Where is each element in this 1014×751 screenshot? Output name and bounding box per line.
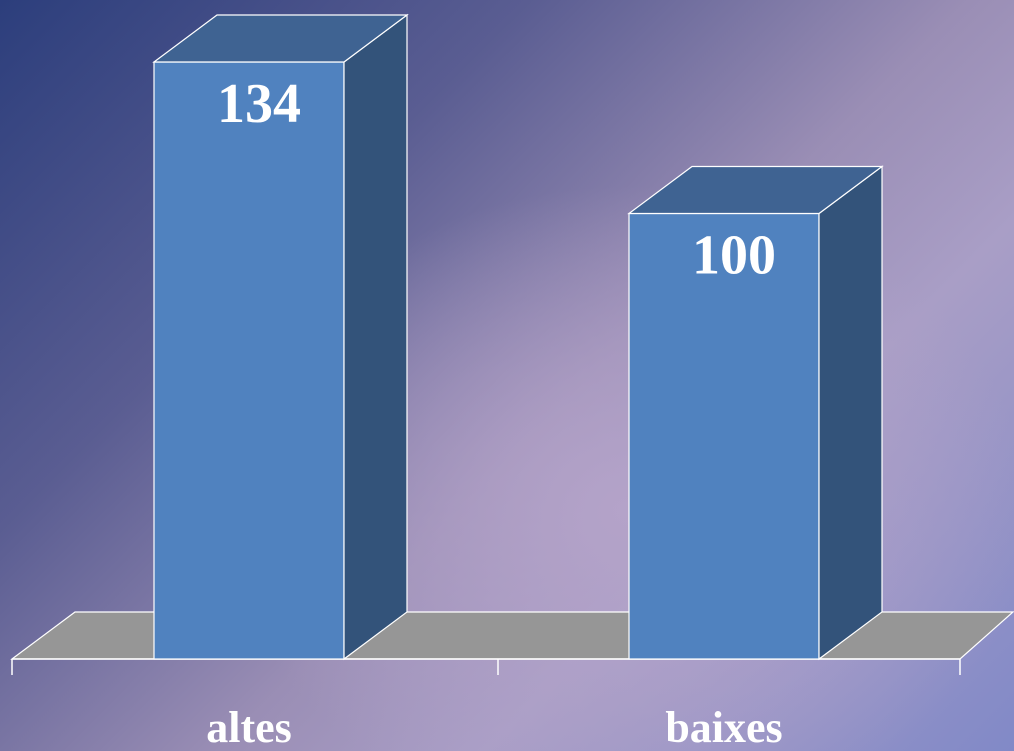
bar-top	[152, 14, 409, 63]
bar-front	[153, 61, 345, 660]
x-tick-label: altes	[206, 703, 292, 751]
bar-side	[343, 13, 408, 661]
bars	[152, 13, 884, 661]
bar-top	[627, 165, 884, 215]
data-label: 134	[217, 73, 301, 135]
bar-side	[818, 165, 883, 661]
x-axis	[11, 658, 961, 675]
data-label: 100	[692, 224, 776, 286]
x-tick-label: baixes	[665, 703, 782, 751]
labels: 134 altes 100 baixes	[206, 73, 782, 751]
bar-altes	[152, 13, 409, 661]
bar-baixes	[627, 165, 884, 661]
bar-front	[628, 212, 820, 660]
